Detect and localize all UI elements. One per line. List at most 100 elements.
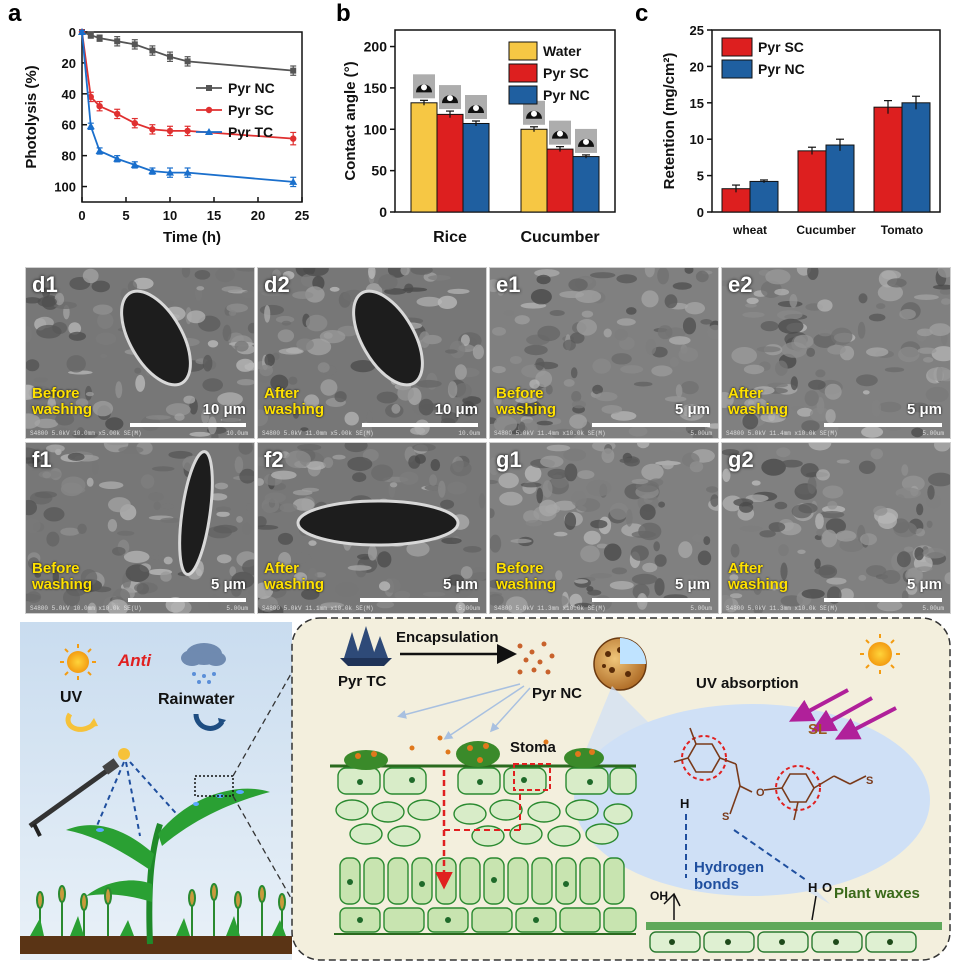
sprayer-icon <box>28 748 130 837</box>
data-point <box>289 177 298 185</box>
sem-panel-label: e2 <box>728 272 753 297</box>
sulfonate-s-label-2: S <box>722 811 729 823</box>
sem-meta-scale: 5.00um <box>458 605 480 612</box>
droplet-highlight <box>421 84 427 91</box>
rainwater-label: Rainwater <box>158 691 234 708</box>
bar <box>572 156 600 213</box>
sem-condition-label: After washing <box>728 560 789 593</box>
legend-swatch <box>508 41 538 61</box>
scale-bar-label: 5 μm <box>674 401 710 418</box>
data-point <box>131 41 138 48</box>
mechanism-schematic: UV Anti Rainwater <box>20 617 951 961</box>
bar <box>520 128 548 213</box>
legend-swatch <box>721 59 753 79</box>
y-axis-label: Contact angle (°) <box>342 61 359 180</box>
y-tick-label: 15 <box>690 96 704 111</box>
sem-panel-label: f1 <box>32 447 52 472</box>
data-point <box>95 147 104 154</box>
sem-meta-text: S4800 5.0kV 11.3mm x10.0k SE(M) <box>726 605 838 612</box>
legend-swatch <box>508 85 538 105</box>
sl-region <box>574 704 930 896</box>
data-point <box>184 127 191 135</box>
sem-image-g1: g1 Before washing 5 μm S4800 5.0kV 11.3mm x… <box>489 442 719 614</box>
category-label: Cucumber <box>796 223 856 237</box>
sem-meta-text: S4800 5.0kV 11.1mm x10.0k SE(M) <box>262 605 374 612</box>
spray-lines <box>95 761 183 837</box>
panel-label-c: c <box>635 0 649 27</box>
plot-frame <box>394 29 616 213</box>
sem-panel-label: g2 <box>728 447 754 472</box>
scale-bar-label: 10 μm <box>434 401 478 418</box>
sem-condition-label: After washing <box>264 560 325 593</box>
h-label-2: H <box>808 880 817 895</box>
encapsulation-label: Encapsulation <box>396 629 499 646</box>
y-tick-label: 5 <box>697 169 704 184</box>
x-axis-label: Time (h) <box>163 229 221 246</box>
sem-meta-text: S4800 5.0kV 10.0mm x5.00k SE(M) <box>30 430 142 437</box>
data-point <box>113 154 122 162</box>
scale-bar <box>130 423 246 427</box>
x-tick-label: 25 <box>295 208 309 223</box>
sem-texture <box>258 443 486 613</box>
carboxyl-oh-label: OH <box>650 889 668 903</box>
sem-condition-label: Before washing <box>32 385 93 418</box>
category-label: wheat <box>732 223 767 237</box>
bar <box>873 106 903 213</box>
sem-meta-text: S4800 5.0kV 11.0mm x5.00k SE(M) <box>262 430 374 437</box>
y-tick-label: 10 <box>690 132 704 147</box>
sem-texture <box>490 443 718 613</box>
y-tick-label: 0 <box>69 25 76 40</box>
stoma-label: Stoma <box>510 739 557 756</box>
sem-meta-text: S4800 5.0kV 11.3mm x10.0k SE(M) <box>494 605 606 612</box>
legend-marker <box>205 128 213 135</box>
legend-swatch <box>508 63 538 83</box>
hydrogen-bond-line <box>733 829 807 881</box>
sem-panel-label: f2 <box>264 447 284 472</box>
sem-texture <box>722 268 950 438</box>
droplet-highlight <box>583 138 589 145</box>
ether-o-label: O <box>756 787 765 799</box>
legend-swatch <box>721 37 753 57</box>
y-tick-label: 20 <box>690 59 704 74</box>
bar <box>410 102 438 213</box>
sulfonate-s-label: S <box>866 775 873 787</box>
sem-meta-scale: 5.00um <box>690 430 712 437</box>
wax-epidermis <box>646 922 942 953</box>
leaf-cross-section <box>330 735 637 935</box>
scale-bar <box>128 598 246 602</box>
legend-label: Pyr TC <box>228 124 273 140</box>
sem-image-e1: e1 Before washing 5 μm S4800 5.0kV 11.4mm x… <box>489 267 719 439</box>
sem-meta-text: S4800 5.0kV 11.4mm x10.0k SE(M) <box>494 430 606 437</box>
pyr-tc-label: Pyr TC <box>338 673 387 690</box>
scale-bar-label: 5 μm <box>442 576 478 593</box>
legend-label: Water <box>543 43 582 59</box>
crystal-icon <box>340 626 392 666</box>
anti-label: Anti <box>117 651 152 670</box>
sem-condition-label: Before washing <box>496 560 557 593</box>
data-point <box>148 167 157 175</box>
data-point <box>130 160 139 168</box>
scale-bar <box>824 423 942 427</box>
soil <box>20 936 292 954</box>
legend-label: Pyr SC <box>228 102 274 118</box>
data-point <box>290 135 297 142</box>
stoma-opening <box>352 289 424 387</box>
sem-panel-label: e1 <box>496 272 521 297</box>
droplet-highlight <box>557 130 563 137</box>
y-tick-label: 50 <box>371 163 387 179</box>
sem-meta-scale: 10.0um <box>458 430 480 437</box>
sem-texture <box>258 268 486 438</box>
sem-meta-text: S4800 5.0kV 11.4mm x10.0k SE(M) <box>726 430 838 437</box>
scale-bar <box>592 598 710 602</box>
x-tick-label: 0 <box>78 208 85 223</box>
sem-image-f2: f2 After washing 5 μm S4800 5.0kV 11.1mm x1… <box>257 442 487 614</box>
rain-cloud-icon <box>181 643 226 684</box>
bar <box>436 113 464 213</box>
sem-condition-label: After washing <box>264 385 325 418</box>
legend-label: Pyr SC <box>543 65 589 81</box>
y-axis-label: Photolysis (%) <box>23 65 40 168</box>
sem-image-d1: d1 Before washing 10 μm S4800 5.0kV 10.0mm … <box>25 267 255 439</box>
scale-bar <box>824 598 942 602</box>
scale-bar-label: 5 μm <box>210 576 246 593</box>
sem-condition-label: Before washing <box>496 385 557 418</box>
